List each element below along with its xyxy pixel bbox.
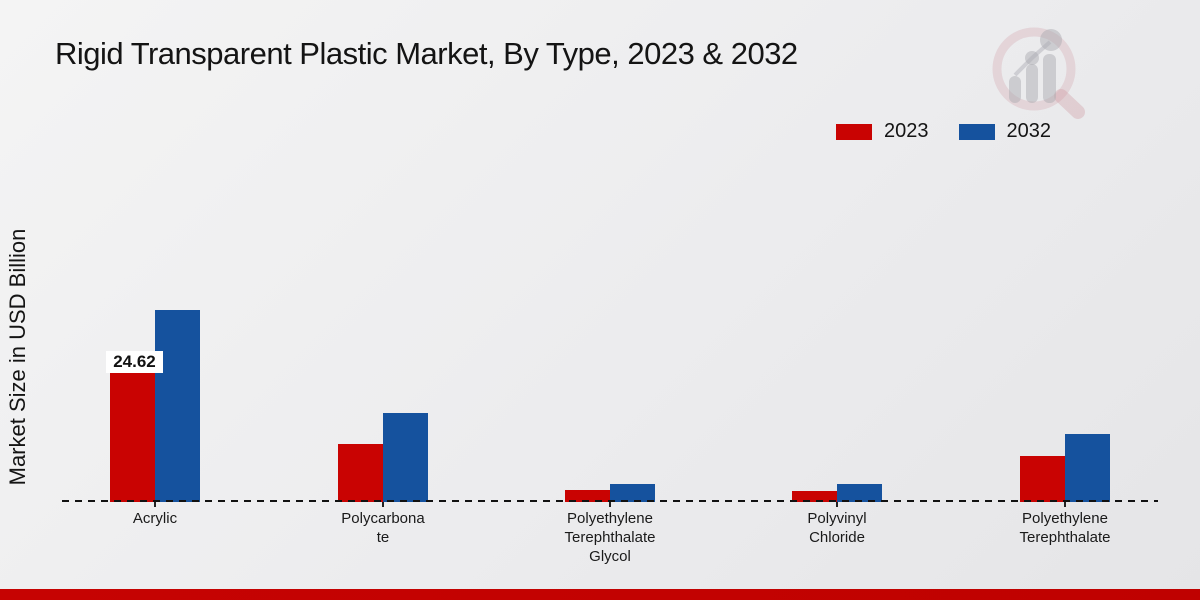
legend-swatch-2023: [836, 123, 872, 140]
category-label: Polyethylene Terephthalate: [1019, 510, 1111, 546]
footer-accent-bar: [0, 589, 1200, 600]
legend: 2023 2032: [836, 120, 1051, 143]
x-axis-tick: [382, 502, 384, 507]
category-label: Acrylic: [132, 510, 178, 527]
bar-2032-polycarbonate: [383, 412, 428, 502]
category-label: Polyvinyl Chloride: [807, 510, 867, 546]
category-label: Polycarbona te: [341, 510, 425, 546]
legend-label-2023: 2023: [884, 120, 929, 142]
bar-2023-polyethylene-terephthalate: [1020, 455, 1065, 502]
bar-2032-polyethylene-terephthalate: [1065, 433, 1110, 502]
x-axis-tick: [1064, 502, 1066, 507]
bar-2032-polyvinyl-chloride: [837, 484, 882, 502]
bar-2023-acrylic: [110, 373, 155, 502]
magnifier-bar-chart-logo-icon: [992, 27, 1085, 119]
bar-2032-acrylic: [155, 310, 200, 502]
legend-item-2023: 2023: [836, 120, 929, 143]
bar-2023-polyvinyl-chloride: [792, 490, 837, 502]
bar-value-label: 24.62: [106, 351, 163, 373]
bar-2023-polycarbonate: [338, 443, 383, 502]
category-label: Polyethylene Terephthalate Glycol: [564, 510, 656, 565]
bar-2023-polyethylene-terephthalate-glycol: [565, 489, 610, 502]
x-axis-tick: [609, 502, 611, 507]
legend-item-2032: 2032: [958, 120, 1052, 143]
bar-2032-polyethylene-terephthalate-glycol: [610, 483, 655, 502]
x-axis-dashed-baseline: [62, 500, 1158, 502]
page-title: Rigid Transparent Plastic Market, By Typ…: [55, 36, 798, 71]
legend-label-2032: 2032: [1006, 120, 1052, 142]
x-axis-tick: [154, 502, 156, 507]
legend-swatch-2032: [958, 123, 995, 140]
x-axis-tick: [836, 502, 838, 507]
